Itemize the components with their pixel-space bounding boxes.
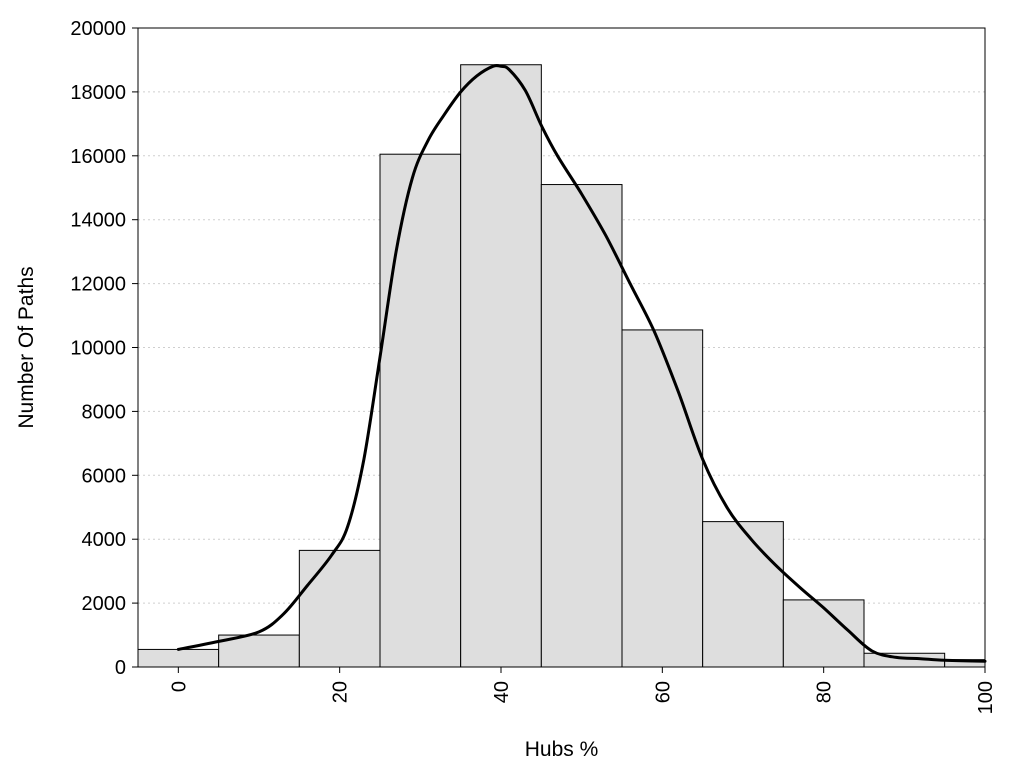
histogram-bar xyxy=(540,184,623,668)
histogram-bar xyxy=(621,329,704,668)
y-tick-label: 4000 xyxy=(82,529,127,551)
y-tick-label: 2000 xyxy=(82,593,127,615)
x-tick-label: 0 xyxy=(168,681,190,692)
y-tick-label: 8000 xyxy=(82,401,127,423)
y-tick-label: 10000 xyxy=(70,338,126,360)
density-curve xyxy=(176,63,987,663)
histogram-bar xyxy=(379,153,462,668)
y-tick-label: 16000 xyxy=(70,146,126,168)
histogram-bar xyxy=(298,549,381,668)
histogram-bar xyxy=(218,634,300,668)
histogram-bars xyxy=(137,64,986,668)
y-axis-title: Number Of Paths xyxy=(15,266,38,428)
histogram-bar xyxy=(460,64,542,668)
x-tick-label: 100 xyxy=(975,681,997,714)
x-tick-label: 80 xyxy=(814,681,836,703)
histogram-bar xyxy=(137,648,220,668)
y-tick-label: 20000 xyxy=(70,18,126,40)
y-tick-label: 14000 xyxy=(70,210,126,232)
y-tick-label: 18000 xyxy=(70,82,126,104)
y-axis-ticks: 0 2000 4000 6000 8000 10000 12000 14000 16000 180… xyxy=(70,18,138,679)
x-axis-ticks: 0 20 40 60 80 100 xyxy=(168,667,997,714)
x-axis-title: Hubs % xyxy=(525,738,599,761)
y-tick-label: 12000 xyxy=(70,274,126,296)
y-tick-label: 6000 xyxy=(82,465,127,487)
histogram-bar xyxy=(702,521,784,668)
grid-lines xyxy=(138,91,985,604)
x-tick-label: 60 xyxy=(652,681,674,703)
y-tick-label: 0 xyxy=(115,657,126,679)
x-tick-label: 20 xyxy=(330,681,352,703)
x-tick-label: 40 xyxy=(491,681,513,703)
